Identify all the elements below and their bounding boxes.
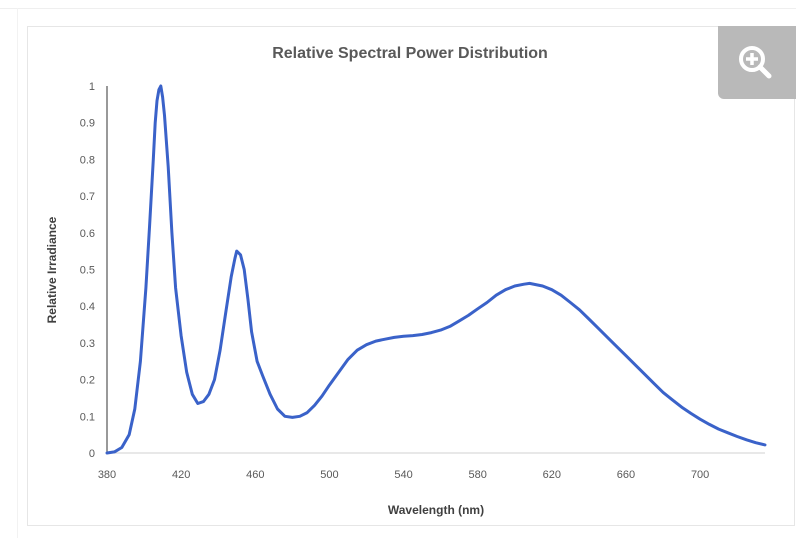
x-tick-label: 500 [320, 469, 338, 481]
y-tick-label: 0.5 [80, 265, 95, 277]
y-tick-label: 0.7 [80, 191, 95, 203]
x-tick-label: 380 [98, 469, 116, 481]
x-tick-label: 420 [172, 469, 190, 481]
x-tick-label: 580 [469, 469, 487, 481]
x-tick-label: 700 [691, 469, 709, 481]
series-line [105, 84, 767, 455]
top-border [0, 8, 796, 9]
y-tick-labels: 0 0.1 0.2 0.3 0.4 0.5 0.6 0.7 0.8 0.9 1 [80, 81, 95, 460]
y-tick-label: 0.4 [80, 301, 95, 313]
x-axis-label: Wavelength (nm) [388, 503, 484, 517]
y-tick-label: 0 [89, 448, 95, 460]
y-tick-label: 0.3 [80, 338, 95, 350]
x-tick-label: 460 [246, 469, 264, 481]
y-tick-label: 0.1 [80, 411, 95, 423]
y-tick-label: 0.6 [80, 228, 95, 240]
x-tick-labels: 380 420 460 500 540 580 620 660 700 [98, 469, 709, 481]
y-tick-label: 0.9 [80, 118, 95, 130]
y-tick-label: 0.8 [80, 154, 95, 166]
left-border [17, 8, 18, 538]
y-tick-label: 0.2 [80, 375, 95, 387]
zoom-in-icon [739, 46, 772, 79]
chart-title: Relative Spectral Power Distribution [272, 45, 548, 62]
x-tick-label: 660 [617, 469, 635, 481]
y-axis-label: Relative Irradiance [45, 216, 59, 323]
x-tick-label: 620 [543, 469, 561, 481]
series-group [105, 84, 767, 455]
y-tick-label: 1 [89, 81, 95, 93]
x-tick-label: 540 [394, 469, 412, 481]
zoom-button[interactable] [718, 26, 796, 99]
